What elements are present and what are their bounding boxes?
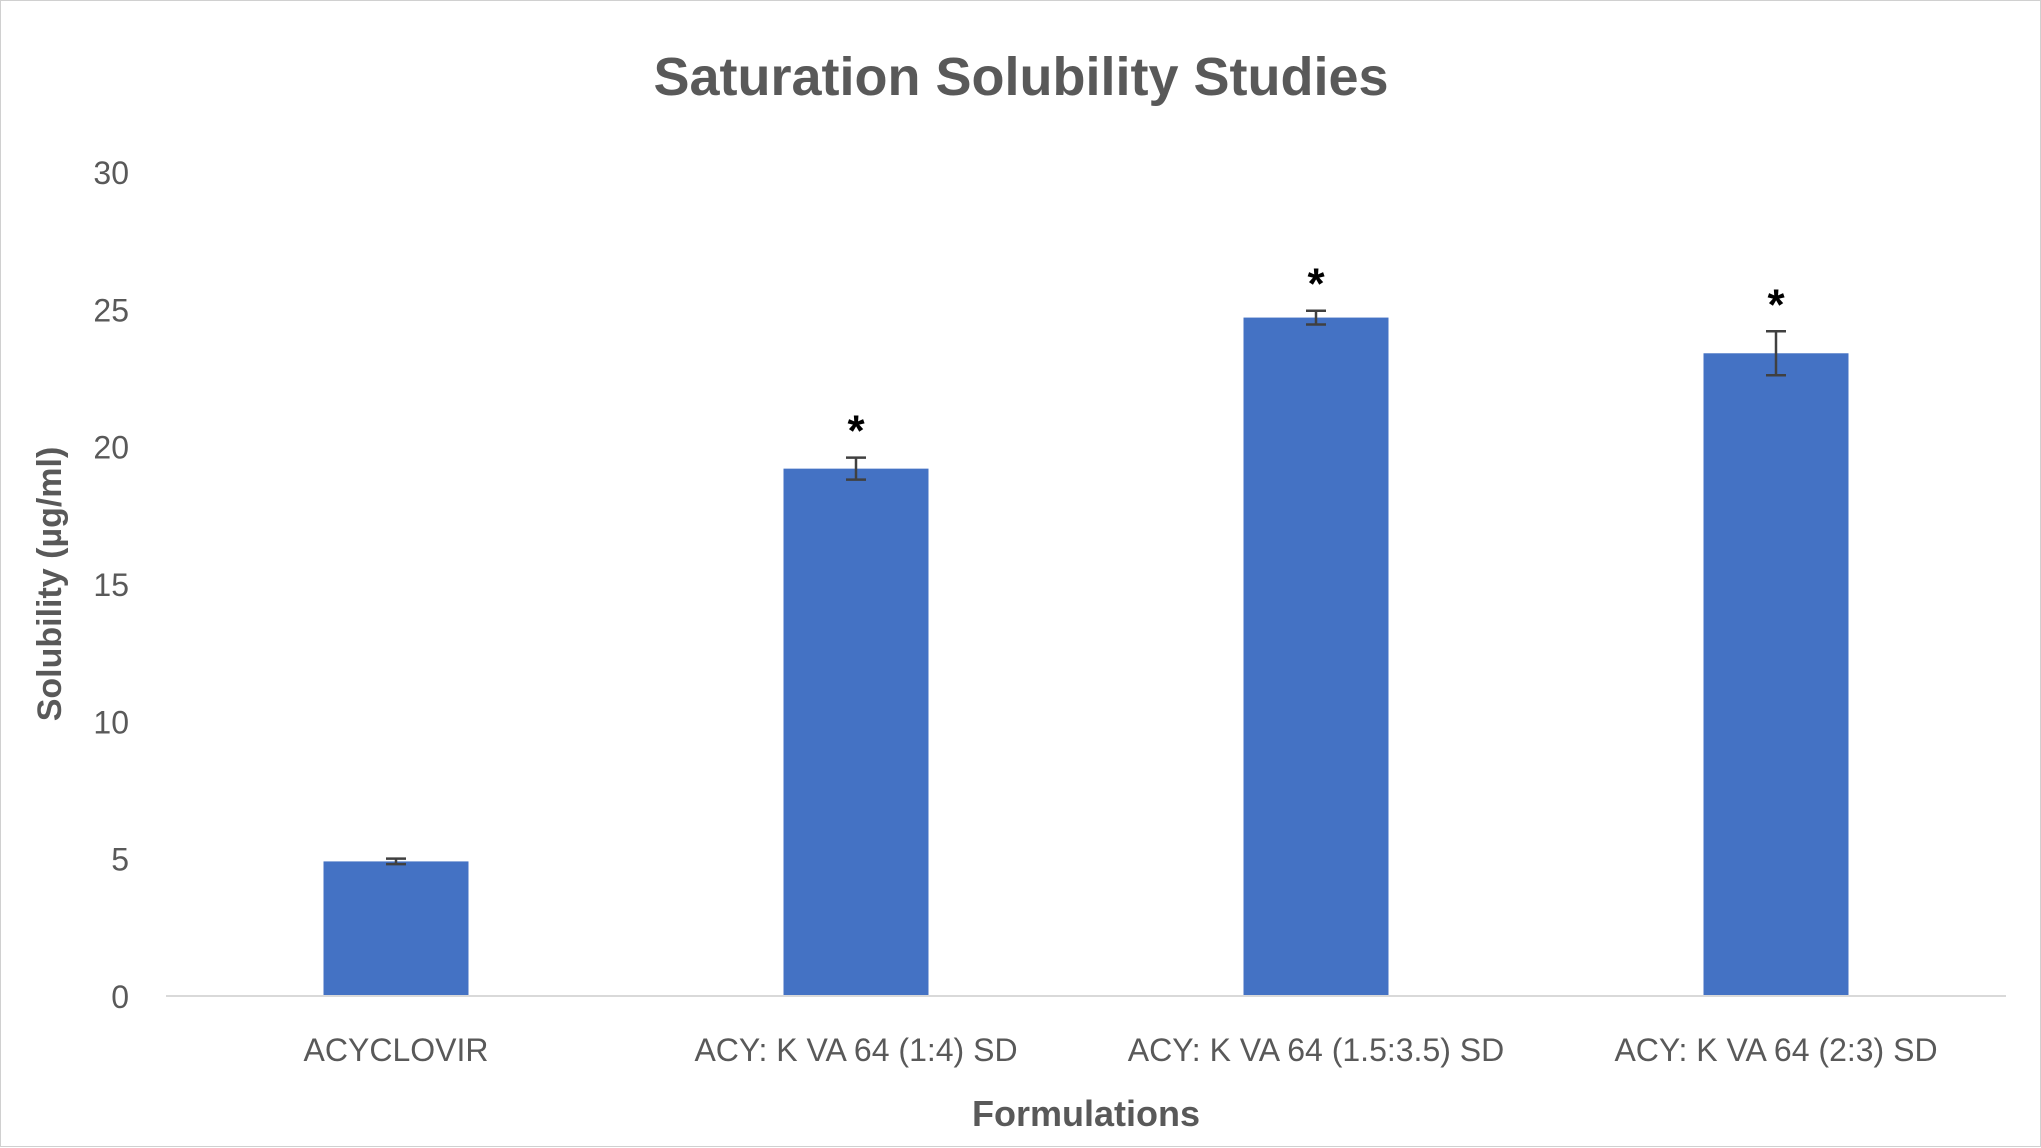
error-bars: [386, 309, 1786, 866]
x-axis-ticks: ACYCLOVIR ACY: K VA 64 (1:4) SD ACY: K VA …: [304, 1032, 1938, 1068]
y-tick-label: 10: [93, 704, 129, 740]
y-tick-label: 15: [93, 567, 129, 603]
x-tick-label: ACY: K VA 64 (1:4) SD: [694, 1032, 1017, 1068]
bar: [323, 861, 469, 996]
y-axis-label: Solubility (µg/ml): [31, 447, 69, 722]
y-tick-label: 20: [93, 430, 129, 466]
error-bar: [846, 456, 866, 481]
x-tick-label: ACY: K VA 64 (1.5:3.5) SD: [1128, 1032, 1504, 1068]
y-tick-label: 25: [93, 292, 129, 328]
y-tick-label: 0: [111, 979, 129, 1015]
error-bar: [1766, 330, 1786, 377]
chart-title: Saturation Solubility Studies: [653, 47, 1388, 107]
x-tick-label: ACY: K VA 64 (2:3) SD: [1614, 1032, 1937, 1068]
error-bar: [1306, 309, 1326, 326]
significance-marker: *: [847, 407, 865, 456]
y-tick-label: 5: [111, 842, 129, 878]
bar: [783, 468, 929, 996]
significance-marker: *: [1307, 260, 1325, 309]
significance-markers: * * *: [847, 260, 1785, 456]
y-tick-label: 30: [93, 155, 129, 191]
bar: [1243, 317, 1389, 996]
error-bar: [386, 857, 406, 866]
bars: [323, 317, 1849, 996]
significance-marker: *: [1767, 280, 1785, 329]
y-axis-ticks: 0 5 10 15 20 25 30: [93, 155, 129, 1015]
x-tick-label: ACYCLOVIR: [304, 1032, 489, 1068]
x-axis-label: Formulations: [972, 1093, 1200, 1134]
bar: [1703, 353, 1849, 996]
